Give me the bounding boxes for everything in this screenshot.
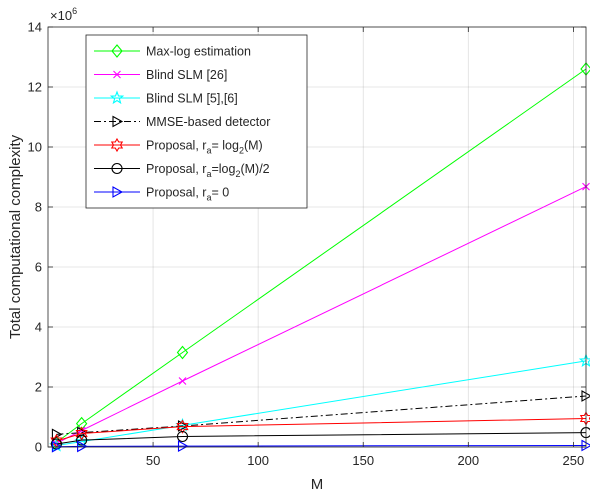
legend-label-text: Blind SLM [5],[6] [146,92,238,106]
legend-swatch-marker [111,44,123,58]
legend-entry-1: Max-log estimation [94,44,251,59]
y-tick-label: 6 [35,260,42,275]
legend-label: Max-log estimation [146,45,251,59]
y-axis-label: Total computational complexity [7,134,24,339]
series-point [581,390,590,402]
legend-swatch-marker [110,137,124,153]
legend-entry-2: Blind SLM [26] [94,68,227,82]
axis-ticks: 50 100 150 200 250 0 2 4 6 8 10 12 14 [28,20,586,468]
legend-label-subscript: a [206,146,211,156]
series-line [56,395,587,435]
legend-label-subscript: 2 [239,146,244,156]
plot-frame [47,26,587,448]
y-tick-label: 14 [28,20,42,35]
legend: Max-log estimation Blind SLM [26] Blind SL… [85,34,308,209]
y-tick-label: 12 [28,80,42,95]
legend-label: Blind SLM [5],[6] [146,92,238,106]
series-point [177,440,189,453]
y-tick-label: 8 [35,200,42,215]
series-point [176,345,189,360]
legend-label: MMSE-based detector [146,115,270,129]
series-point [77,440,88,453]
y-tick-label: 10 [28,140,42,155]
series-point [581,439,590,452]
series-5 [50,411,590,449]
legend-label-text: Proposal, r [146,139,206,153]
legend-label-text: Max-log estimation [146,45,251,59]
legend-entry-6: Proposal, ra=log2(M)/2 [94,162,270,179]
legend-swatch-marker [109,90,125,105]
x-tick-label: 250 [563,453,585,468]
legend-label-text: (M) [244,139,263,153]
legend-label: Proposal, ra= 0 [146,186,229,203]
legend-label-text: Proposal, r [146,162,206,176]
series-point [176,419,189,434]
legend-label-text: = log [211,139,239,153]
legend-label-text: Proposal, r [146,186,206,200]
legend-label-text: MMSE-based detector [146,115,270,129]
legend-entry-7: Proposal, ra= 0 [94,186,229,203]
x-tick-label: 200 [457,453,479,468]
legend-entry-4: MMSE-based detector [94,115,270,129]
legend-label-text: = 0 [211,186,229,200]
y-tick-label: 2 [35,380,42,395]
x-tick-label: 50 [146,453,160,468]
x-tick-label: 100 [247,453,269,468]
series-7 [51,439,590,453]
legend-label-subscript: 2 [235,169,240,179]
legend-label-subscript: a [206,169,211,179]
series-point [76,434,88,446]
legend-swatch-marker [111,162,123,175]
legend-label-text: Blind SLM [26] [146,68,227,82]
legend-entry-3: Blind SLM [5],[6] [94,90,238,106]
legend-label-subscript: a [206,193,211,203]
legend-swatch-marker [112,115,124,128]
series-point [176,430,189,443]
series-line [56,360,587,446]
legend-label: Proposal, ra= log2(M) [146,139,263,156]
legend-swatch-marker [112,186,124,198]
series-layer [49,62,590,453]
series-line [56,445,587,448]
legend-label-text: =log [211,162,235,176]
legend-swatch-marker [113,70,121,79]
y-tick-label: 4 [35,320,42,335]
legend-label-text: (M)/2 [240,162,269,176]
legend-entry-5: Proposal, ra= log2(M) [94,137,263,156]
series-line [56,418,587,442]
legend-label: Proposal, ra=log2(M)/2 [146,162,270,179]
legend-label: Blind SLM [26] [146,68,227,82]
series-point [178,377,187,385]
y-tick-label: 0 [35,440,42,455]
series-point [75,426,88,441]
x-axis-label: M [311,476,324,493]
series-line [56,432,587,445]
x-tick-label: 150 [352,453,374,468]
y-exponent: ×106 [50,6,77,23]
series-line [56,68,587,443]
